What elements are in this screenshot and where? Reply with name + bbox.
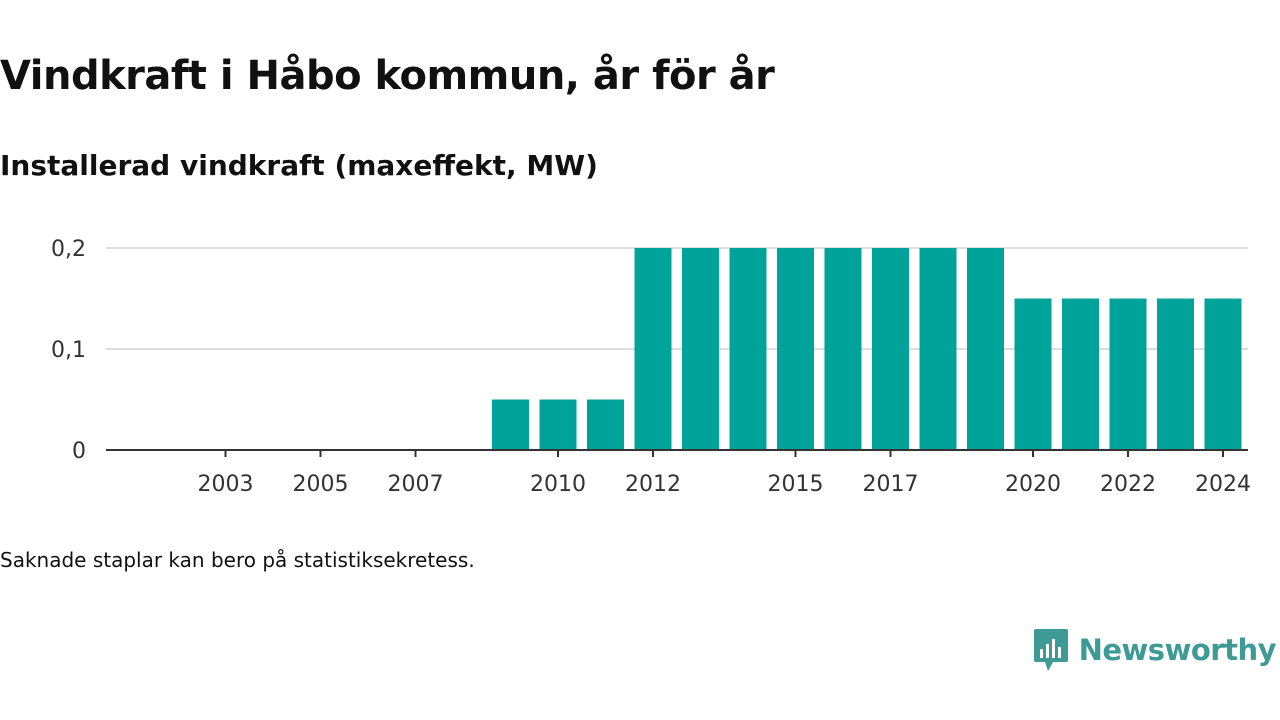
bar-2020 [1014, 298, 1052, 450]
newsworthy-logo: Newsworthy [1033, 628, 1277, 672]
bar-2014 [729, 248, 767, 450]
x-tick-label: 2024 [1195, 472, 1251, 497]
y-tick-label: 0,1 [51, 338, 86, 363]
bar-chart: 0 0,1 0,2 2003 2005 2007 2010 2012 2015 2017 2020 2… [51, 237, 1251, 497]
x-tick-label: 2022 [1100, 472, 1156, 497]
bar-2010 [539, 399, 577, 450]
axes: 0 0,1 0,2 2003 2005 2007 2010 2012 2015 2017 2020 2… [51, 237, 1251, 497]
x-tick-label: 2003 [198, 472, 254, 497]
bar-2015 [777, 248, 814, 450]
brand-name: Newsworthy [1078, 633, 1277, 667]
bar-2009 [492, 399, 529, 450]
x-tick-label: 2012 [625, 472, 681, 497]
x-tick-label: 2010 [530, 472, 586, 497]
bar-2011 [587, 399, 624, 450]
bar-2012 [634, 248, 672, 450]
footnote: Saknade staplar kan bero på statistiksek… [0, 548, 475, 572]
bar-2023 [1157, 298, 1194, 450]
x-tick-label: 2005 [293, 472, 349, 497]
x-tick-label: 2015 [768, 472, 824, 497]
bar-2024 [1204, 298, 1242, 450]
bar-2017 [872, 248, 909, 450]
newsworthy-chart-bubble-icon [1033, 629, 1068, 671]
bar-2018 [919, 248, 957, 450]
x-tick-label: 2020 [1005, 472, 1061, 497]
y-tick-label: 0,2 [51, 237, 86, 262]
x-tick-label: 2007 [388, 472, 444, 497]
bar-2013 [682, 248, 719, 450]
x-tick-label: 2017 [863, 472, 919, 497]
bars [492, 248, 1242, 450]
y-tick-label: 0 [72, 439, 86, 464]
bar-2022 [1109, 298, 1147, 450]
bar-2016 [824, 248, 862, 450]
chart-subtitle: Installerad vindkraft (maxeffekt, MW) [0, 149, 598, 182]
bar-2019 [967, 248, 1004, 450]
bar-2021 [1062, 298, 1099, 450]
chart-title: Vindkraft i Håbo kommun, år för år [0, 53, 775, 99]
gridlines [106, 247, 1248, 350]
